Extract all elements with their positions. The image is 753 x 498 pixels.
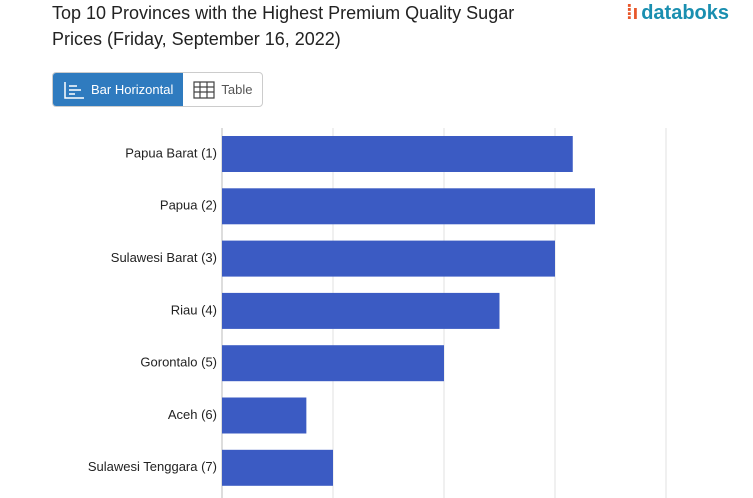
bar [222,188,595,225]
y-tick-label: Gorontalo (5) [140,355,217,370]
tab-table[interactable]: Table [183,73,262,106]
logo: ⁞ı databoks [626,2,730,24]
bar-icon [64,81,84,99]
bar [222,397,307,434]
y-tick-label: Papua (2) [160,198,217,213]
chart-title: Top 10 Provinces with the Highest Premiu… [52,3,515,49]
table-icon [193,80,215,99]
logo-text: databoks [641,2,730,24]
y-tick-label: Papua Barat (1) [125,145,217,160]
y-tick-label: Aceh (6) [168,407,217,422]
bar [222,449,333,486]
tab-label: Bar Horizontal [91,82,174,97]
tab-label: Table [221,82,253,97]
y-tick-label: Sulawesi Tenggara (7) [88,459,217,474]
y-tick-label: Riau (4) [171,302,217,317]
bar [222,136,573,172]
bar [222,240,555,277]
bar [222,292,500,329]
bar [222,345,444,382]
tabs: Bar Horizontal Table [52,72,264,107]
tab-bar[interactable]: Bar Horizontal [53,73,184,106]
y-tick-label: Sulawesi Barat (3) [111,250,217,265]
